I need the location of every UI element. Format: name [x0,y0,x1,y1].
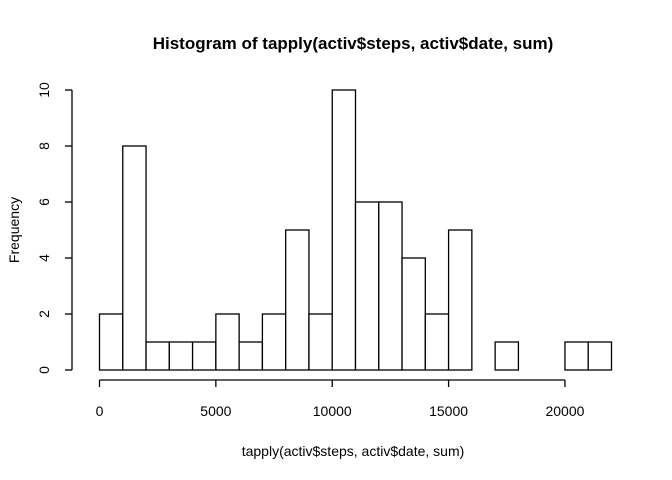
histogram-bar-8 [285,229,310,371]
bars-group [98,89,613,371]
x-tick-label: 15000 [429,403,468,419]
histogram-bar-3 [168,341,194,371]
y-axis: 0 2 4 6 8 10 [36,82,73,374]
y-tick-label: 2 [36,310,52,318]
x-axis-label: tapply(activ$steps, activ$date, sum) [242,443,465,459]
y-tick-label: 6 [36,198,52,206]
histogram-bar-14 [424,313,450,371]
histogram-bar-11 [354,201,380,371]
histogram-bar-21 [587,341,613,371]
histogram-bar-1 [122,145,147,371]
histogram-bar-5 [215,313,240,371]
histogram-bar-4 [191,341,217,371]
histogram-bar-0 [98,313,124,371]
histogram-bar-20 [564,341,589,371]
histogram-bar-13 [401,257,426,371]
x-axis: 0 5000 10000 15000 20000 [96,379,585,419]
chart-title: Histogram of tapply(activ$steps, activ$d… [153,34,554,53]
x-tick-label: 5000 [200,403,231,419]
histogram-bar-12 [378,201,403,371]
y-tick-label: 10 [36,82,52,98]
y-tick-label: 0 [36,366,52,374]
histogram-bar-10 [331,89,357,371]
y-axis-label: Frequency [6,197,22,263]
y-tick-label: 8 [36,142,52,150]
histogram-bar-7 [261,313,287,371]
y-tick-label: 4 [36,254,52,262]
x-tick-label: 0 [96,403,104,419]
histogram-bar-9 [308,313,333,371]
histogram-bar-15 [447,229,473,371]
x-tick-label: 10000 [313,403,352,419]
histogram-bar-2 [145,341,170,371]
histogram-bar-17 [494,341,520,371]
x-tick-label: 20000 [545,403,584,419]
histogram-bar-6 [238,341,264,371]
